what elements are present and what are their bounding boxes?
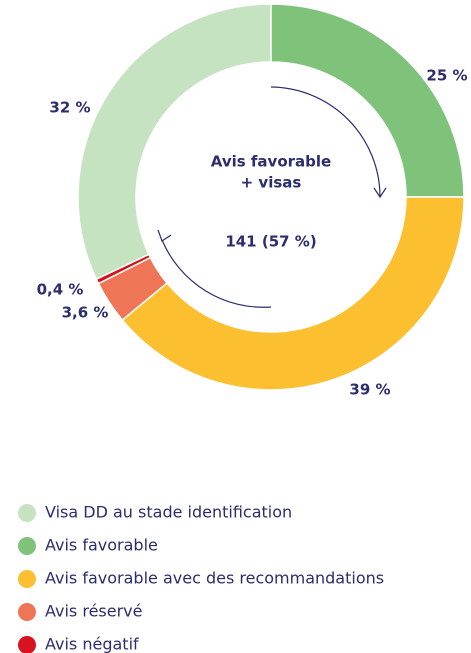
donut-segment (270, 3, 465, 198)
arrow-arc (161, 239, 272, 308)
arrow-head (157, 229, 172, 242)
legend-swatch (18, 537, 36, 555)
legend-label: Avis réservé (45, 602, 142, 621)
legend-label: Avis favorable avec des recommandations (45, 569, 384, 588)
arrow-arc (270, 86, 381, 197)
value-label: 3,6 % (62, 304, 109, 322)
center-title: Avis favorable (211, 153, 331, 171)
center-arrows (157, 86, 387, 308)
donut-segment (95, 253, 152, 285)
center-subtitle: + visas (241, 174, 302, 192)
legend-swatch (18, 570, 36, 588)
legend-swatch (18, 603, 36, 621)
value-label: 0,4 % (37, 281, 84, 299)
donut-segment (121, 196, 465, 391)
value-label: 39 % (349, 381, 390, 399)
legend-label: Avis favorable (45, 536, 158, 555)
arrow-head (373, 187, 387, 199)
donut-segment (77, 3, 272, 281)
legend-swatch (18, 636, 36, 653)
value-label: 32 % (49, 99, 90, 117)
center-value: 141 (57 %) (225, 233, 316, 251)
legend-swatch (18, 504, 36, 522)
value-label: 25 % (426, 67, 467, 85)
legend-label: Avis négatif (45, 635, 139, 653)
legend-label: Visa DD au stade identification (45, 503, 292, 522)
